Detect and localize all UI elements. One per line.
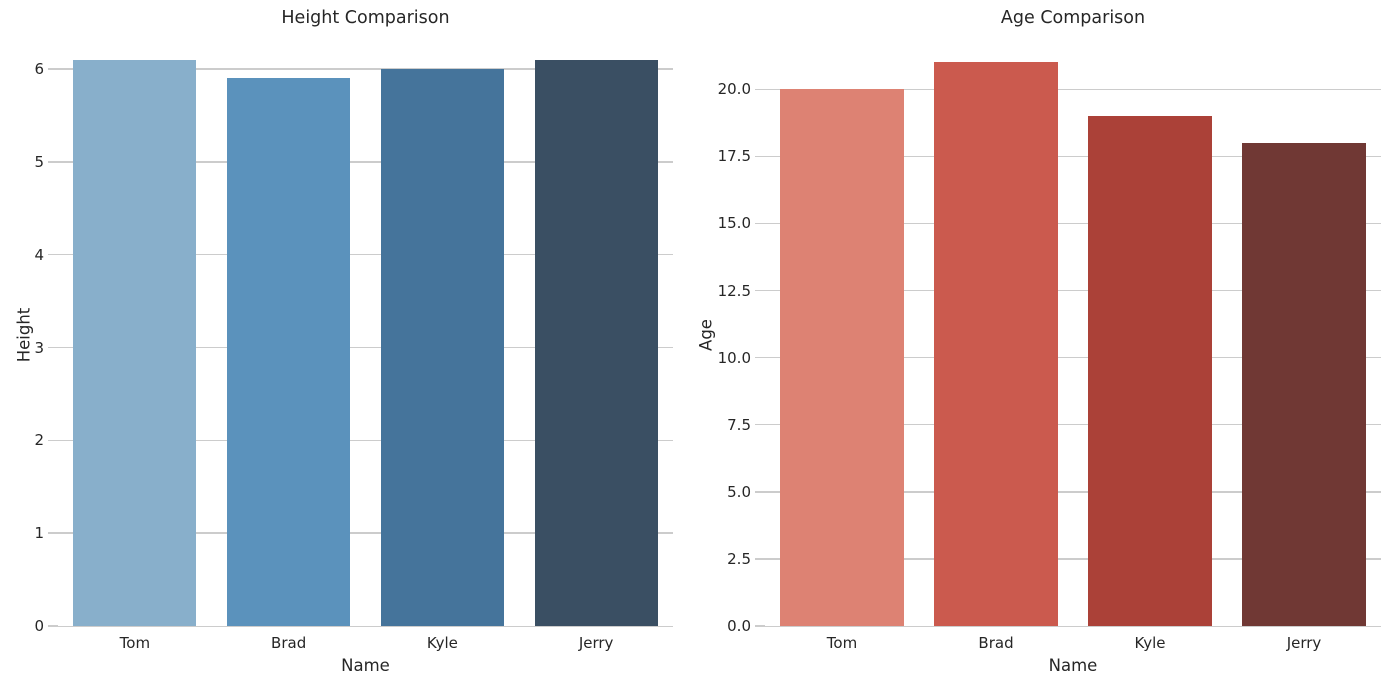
gridline-y-1 bbox=[58, 532, 673, 534]
gridline-y-6 bbox=[58, 68, 673, 70]
y-tick-mark bbox=[48, 439, 58, 442]
x-tick-label-tom: Tom bbox=[119, 634, 151, 652]
x-tick-label-kyle: Kyle bbox=[426, 634, 458, 652]
gridline-y-7.5 bbox=[765, 424, 1381, 426]
gridline-y-15.0 bbox=[765, 222, 1381, 225]
y-tick-label: 20.0 bbox=[717, 80, 751, 99]
gridline-y-2 bbox=[58, 439, 673, 442]
y-tick-label: 6 bbox=[34, 60, 44, 79]
x-tick-label-jerry: Jerry bbox=[578, 634, 614, 652]
x-tick-label-brad: Brad bbox=[978, 634, 1014, 652]
y-tick-label: 5.0 bbox=[727, 482, 751, 501]
plot-area: 0 1 2 3 4 5 6 Tom Brad Kyle Jerry bbox=[34, 45, 673, 652]
gridline-y-4 bbox=[58, 254, 673, 256]
y-tick-label: 2 bbox=[34, 431, 44, 450]
bar-brad-age bbox=[934, 62, 1058, 626]
x-axis-label: Name bbox=[1048, 656, 1098, 675]
bar-kyle-age bbox=[1088, 116, 1212, 626]
gridline-y-20.0 bbox=[765, 88, 1381, 90]
chart-title: Height Comparison bbox=[281, 8, 450, 28]
y-tick-mark bbox=[755, 155, 765, 158]
y-tick-mark bbox=[755, 289, 765, 292]
x-tick-label-brad: Brad bbox=[271, 634, 307, 652]
y-tick-mark bbox=[48, 254, 58, 256]
y-tick-mark bbox=[755, 356, 765, 359]
y-tick-label: 0.0 bbox=[727, 617, 751, 635]
x-tick-label-tom: Tom bbox=[826, 634, 858, 652]
y-tick-mark bbox=[755, 222, 765, 225]
y-tick-mark bbox=[48, 161, 58, 163]
y-tick-label: 0 bbox=[34, 617, 44, 635]
gridline-y-2.5 bbox=[765, 558, 1381, 560]
bar-tom-age bbox=[780, 89, 904, 626]
y-tick-label: 15.0 bbox=[717, 214, 751, 233]
x-tick-label-jerry: Jerry bbox=[1286, 634, 1322, 652]
y-tick-mark bbox=[48, 68, 58, 70]
gridline-y-10.0 bbox=[765, 356, 1381, 359]
y-axis-label: Age bbox=[696, 319, 716, 351]
bar-jerry-height bbox=[534, 59, 658, 626]
gridline-y-17.5 bbox=[765, 155, 1381, 158]
chart-title: Age Comparison bbox=[1000, 8, 1146, 28]
plot-area: 0.0 2.5 5.0 7.5 10.0 12.5 15.0 17.5 20.0 Tom Brad K… bbox=[718, 45, 1381, 652]
y-tick-label: 3 bbox=[34, 338, 44, 357]
y-tick-label: 17.5 bbox=[717, 147, 751, 166]
y-tick-label: 12.5 bbox=[717, 281, 751, 300]
y-tick-mark bbox=[48, 625, 58, 627]
y-tick-mark bbox=[755, 491, 765, 493]
y-tick-mark bbox=[755, 558, 765, 560]
y-tick-mark bbox=[48, 346, 58, 349]
y-tick-label: 7.5 bbox=[727, 415, 751, 434]
gridline-y-5.0 bbox=[765, 491, 1381, 493]
y-tick-label: 2.5 bbox=[727, 549, 751, 568]
bar-brad-height bbox=[227, 78, 351, 626]
y-tick-mark bbox=[755, 625, 765, 627]
y-tick-label: 1 bbox=[34, 524, 44, 543]
y-tick-mark bbox=[48, 532, 58, 534]
gridline-y-12.5 bbox=[765, 289, 1381, 292]
y-tick-label: 5 bbox=[34, 152, 44, 171]
bar-tom-height bbox=[73, 59, 197, 626]
y-axis-label: Height bbox=[14, 307, 34, 363]
y-tick-mark bbox=[755, 424, 765, 426]
x-axis-label: Name bbox=[341, 656, 390, 675]
y-tick-label: 10.0 bbox=[717, 348, 751, 367]
gridline-y-3 bbox=[58, 346, 673, 349]
x-tick-label-kyle: Kyle bbox=[1134, 634, 1166, 652]
bar-kyle-height bbox=[380, 69, 504, 626]
y-tick-label: 4 bbox=[34, 245, 44, 264]
bar-jerry-age bbox=[1242, 142, 1366, 626]
y-tick-mark bbox=[755, 88, 765, 90]
gridline-y-5 bbox=[58, 161, 673, 163]
